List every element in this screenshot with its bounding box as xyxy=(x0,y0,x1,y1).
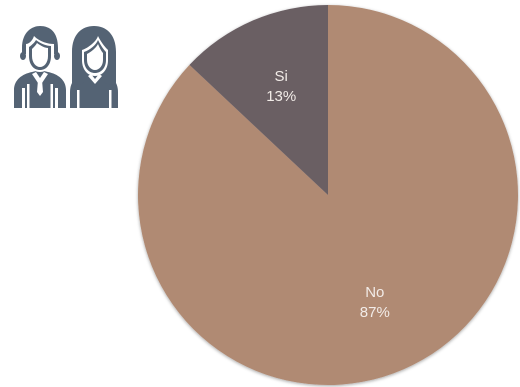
slice-label-no: No xyxy=(365,284,384,301)
slice-percent-no: 87% xyxy=(360,304,390,321)
slice-label-si: Si xyxy=(275,68,288,85)
slice-percent-si: 13% xyxy=(266,88,296,105)
